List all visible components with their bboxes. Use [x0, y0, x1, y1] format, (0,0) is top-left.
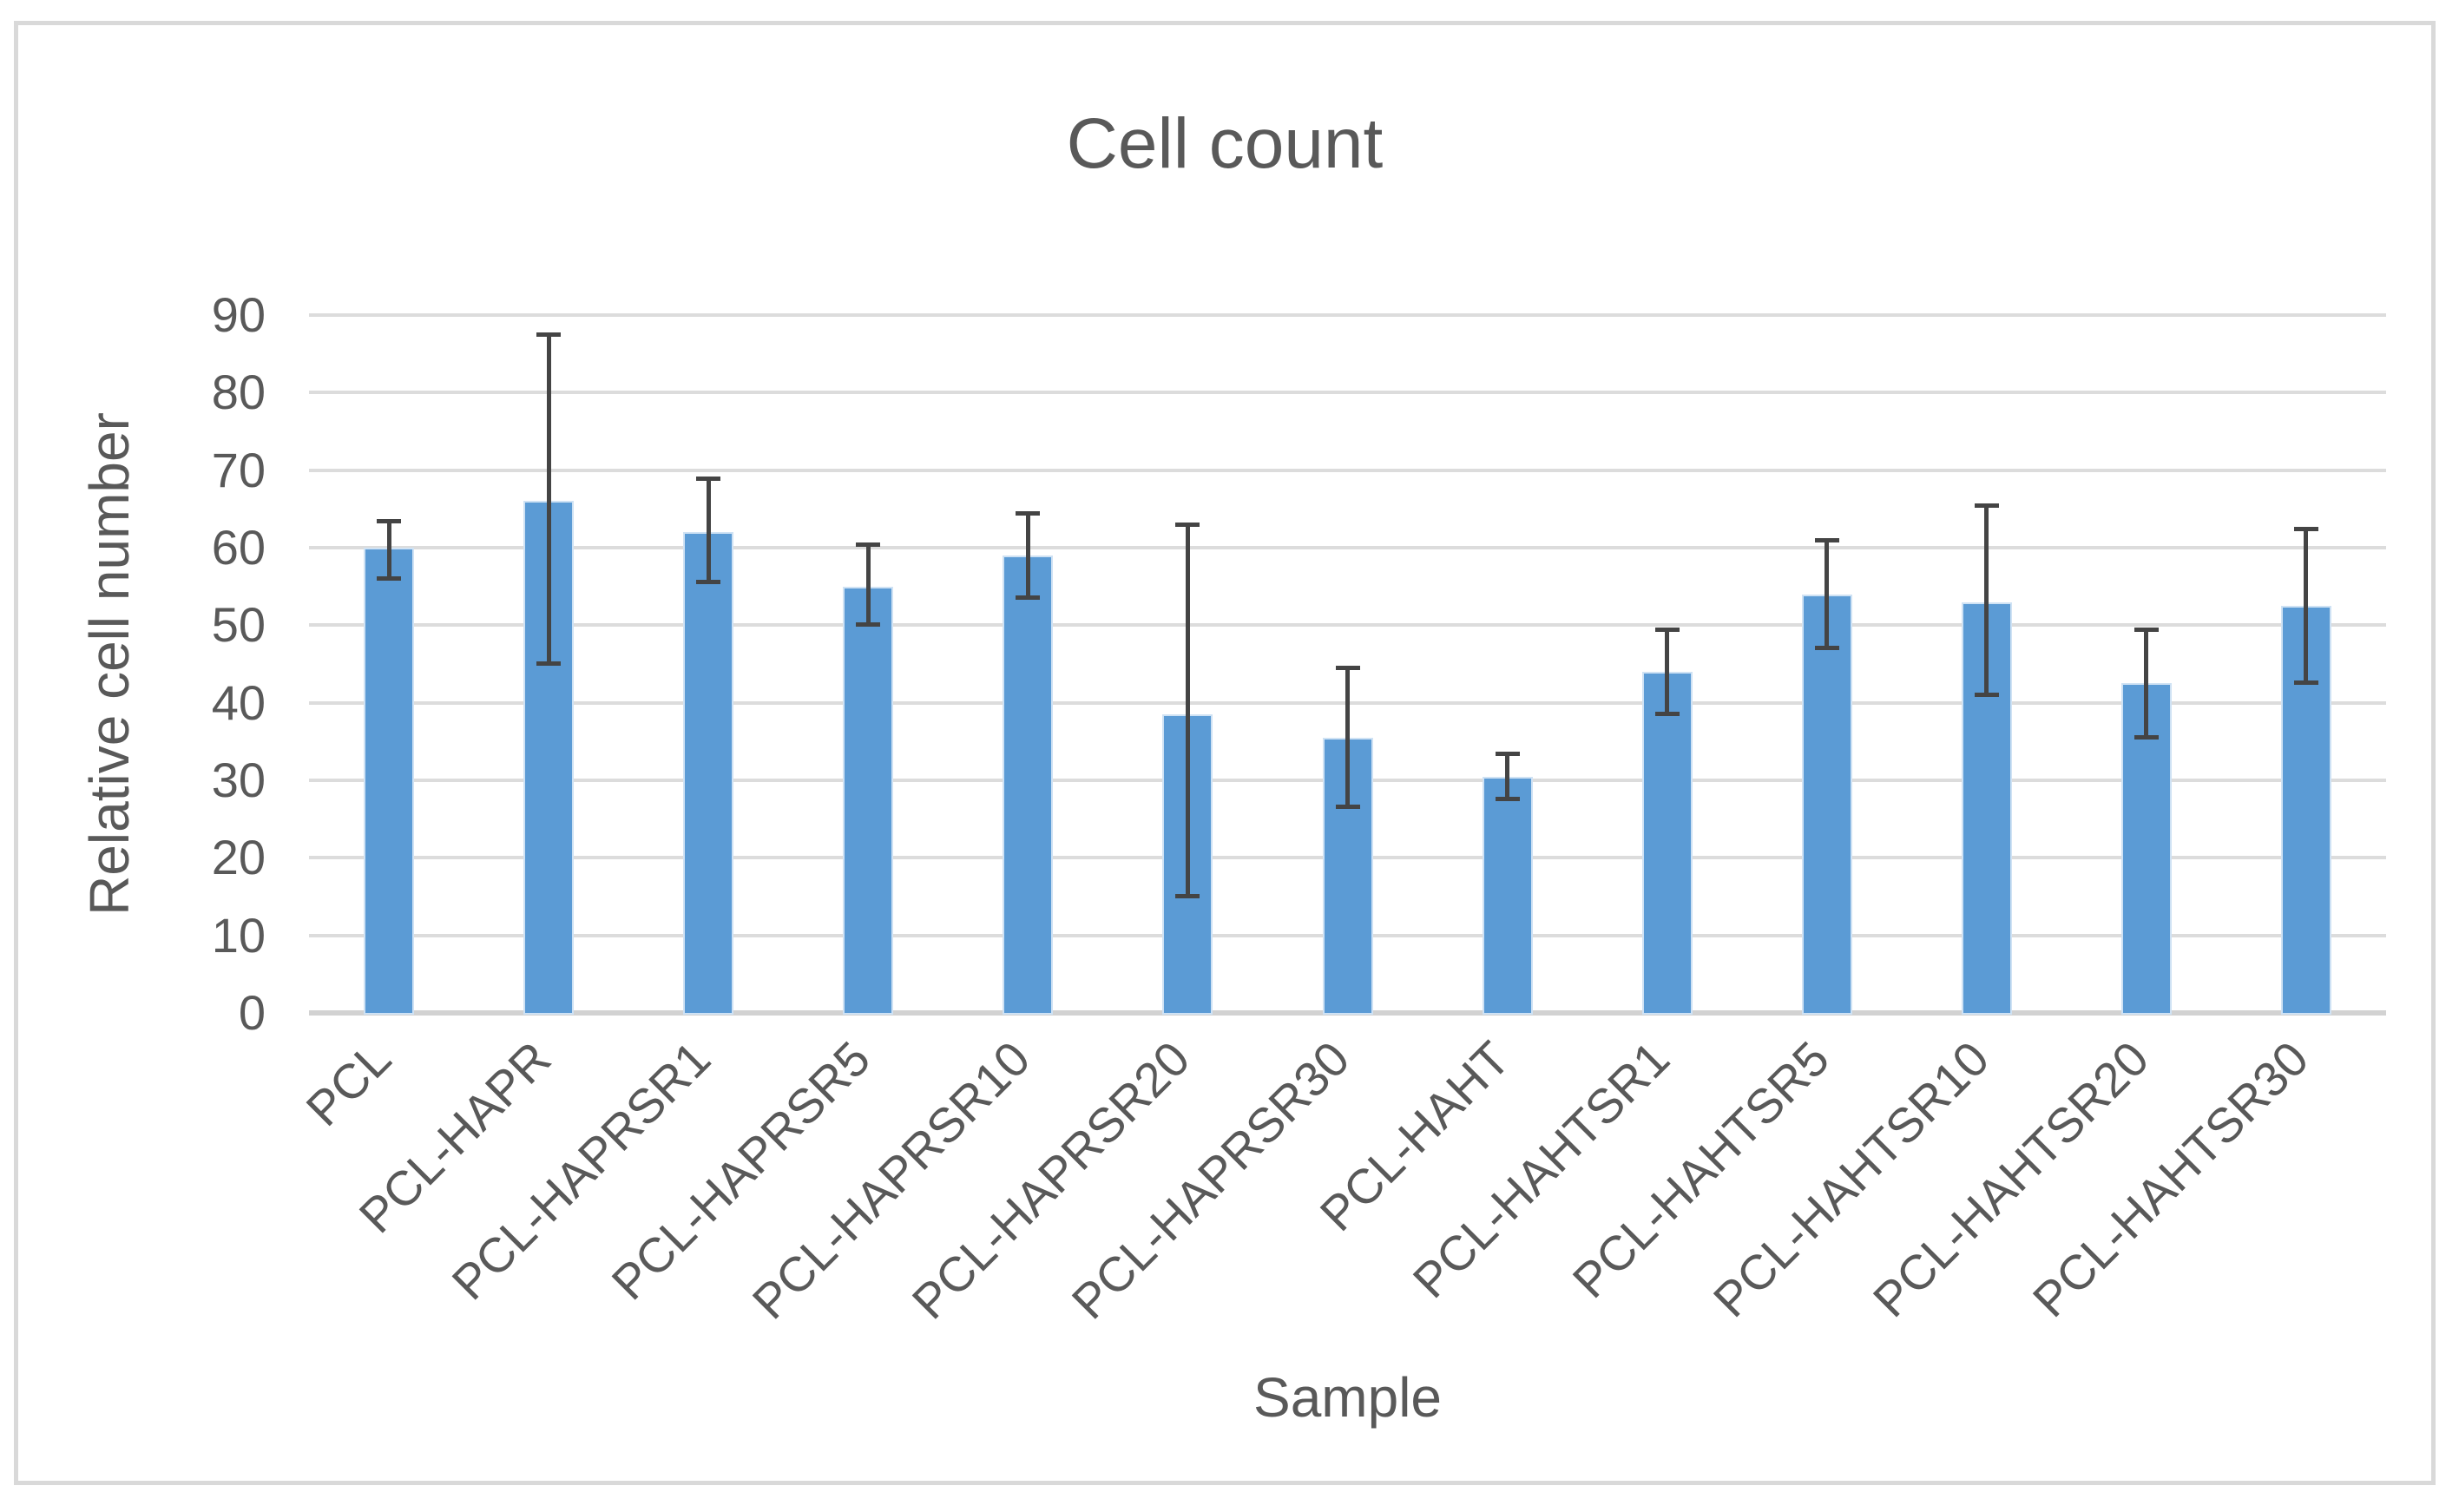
chart-title: Cell count [1066, 104, 1384, 183]
error-bar-cap-top-PCL-HAHTSR1 [1654, 627, 1680, 632]
error-bar-cap-bottom-PCL [377, 575, 402, 581]
y-tick-label-70: 70 [211, 442, 266, 497]
y-tick-label-60: 60 [211, 520, 266, 575]
error-bar-cap-top-PCL-HAPRSR10 [1016, 510, 1041, 516]
gridline-y-80 [309, 391, 2386, 395]
x-category-label-PCL-HAHTSR10: PCL-HAHTSR10 [1702, 1030, 1999, 1328]
x-category-label-PCL-HAHTSR30: PCL-HAHTSR30 [2022, 1030, 2319, 1328]
error-bar-line-PCL-HAHTSR20 [2144, 628, 2149, 738]
error-bar-line-PCL [386, 520, 391, 579]
error-bar-cap-bottom-PCL-HAHTSR1 [1654, 712, 1680, 717]
bar-PCL-HAPRSR10 [1003, 555, 1054, 1015]
y-tick-label-40: 40 [211, 674, 266, 730]
x-axis-title: Sample [1253, 1366, 1442, 1429]
error-bar-line-PCL-HAPRSR20 [1185, 524, 1190, 897]
y-tick-label-80: 80 [211, 365, 266, 420]
error-bar-cap-top-PCL-HAHTSR5 [1814, 538, 1839, 543]
bar-PCL-HAPRSR5 [843, 586, 894, 1015]
error-bar-cap-top-PCL-HAPRSR1 [696, 476, 721, 481]
x-category-label-PCL-HAPRSR30: PCL-HAPRSR30 [1061, 1030, 1360, 1330]
gridline-y-70 [309, 468, 2386, 472]
error-bar-line-PCL-HAHT [1505, 753, 1510, 800]
error-bar-cap-top-PCL-HAPR [536, 332, 562, 338]
y-tick-label-20: 20 [211, 830, 266, 885]
x-category-label-PCL-HAPRSR20: PCL-HAPRSR20 [901, 1030, 1200, 1330]
y-tick-label-90: 90 [211, 287, 266, 342]
error-bar-cap-bottom-PCL-HAHT [1495, 797, 1520, 802]
x-category-label-PCL-HAHTSR20: PCL-HAHTSR20 [1862, 1030, 2160, 1328]
bar-PCL-HAHTSR10 [1961, 602, 2012, 1015]
gridline-y-60 [309, 546, 2386, 549]
error-bar-cap-bottom-PCL-HAPR [536, 661, 562, 666]
error-bar-cap-top-PCL-HAPRSR30 [1335, 666, 1360, 671]
y-tick-label-10: 10 [211, 907, 266, 963]
gridline-y-90 [309, 313, 2386, 317]
y-tick-label-0: 0 [238, 985, 266, 1040]
x-category-label-PCL-HAPRSR10: PCL-HAPRSR10 [741, 1030, 1041, 1330]
error-bar-line-PCL-HAHTSR5 [1825, 540, 1830, 649]
bar-PCL-HAHT [1482, 776, 1533, 1015]
bar-PCL [364, 548, 415, 1015]
error-bar-line-PCL-HAPRSR10 [1025, 512, 1030, 599]
error-bar-line-PCL-HAHTSR30 [2304, 528, 2309, 684]
y-tick-label-50: 50 [211, 597, 266, 653]
error-bar-cap-bottom-PCL-HAPRSR5 [856, 622, 881, 628]
error-bar-cap-top-PCL-HAHTSR10 [1974, 503, 1999, 508]
error-bar-cap-bottom-PCL-HAHTSR10 [1974, 692, 1999, 697]
x-category-label-PCL: PCL [295, 1030, 402, 1137]
error-bar-cap-top-PCL [377, 518, 402, 523]
error-bar-cap-bottom-PCL-HAHTSR20 [2134, 734, 2159, 740]
error-bar-line-PCL-HAPR [546, 334, 551, 664]
bar-PCL-HAHTSR1 [1641, 671, 1693, 1015]
error-bar-cap-bottom-PCL-HAPRSR10 [1016, 595, 1041, 601]
bar-PCL-HAHTSR5 [1801, 594, 1852, 1015]
gridline-y-50 [309, 623, 2386, 628]
y-tick-label-30: 30 [211, 753, 266, 807]
error-bar-line-PCL-HAPRSR1 [706, 477, 711, 583]
error-bar-line-PCL-HAPRSR5 [865, 543, 871, 626]
error-bar-cap-top-PCL-HAPRSR20 [1175, 523, 1200, 528]
error-bar-line-PCL-HAHTSR1 [1665, 628, 1670, 715]
error-bar-line-PCL-HAHTSR10 [1984, 504, 1989, 695]
error-bar-line-PCL-HAPRSR30 [1345, 667, 1350, 808]
error-bar-cap-bottom-PCL-HAPRSR20 [1175, 894, 1200, 898]
error-bar-cap-top-PCL-HAHTSR20 [2134, 627, 2159, 632]
chart-frame: Cell count Relative cell number Sample 0… [14, 21, 2436, 1485]
error-bar-cap-top-PCL-HAHT [1495, 751, 1520, 756]
error-bar-cap-top-PCL-HAHTSR30 [2293, 526, 2318, 531]
error-bar-cap-bottom-PCL-HAPRSR30 [1335, 805, 1360, 810]
bar-PCL-HAPRSR1 [683, 532, 734, 1015]
error-bar-cap-bottom-PCL-HAHTSR30 [2293, 680, 2318, 686]
error-bar-cap-top-PCL-HAPRSR5 [856, 542, 881, 547]
error-bar-cap-bottom-PCL-HAHTSR5 [1814, 646, 1839, 651]
error-bar-cap-bottom-PCL-HAPRSR1 [696, 580, 721, 585]
